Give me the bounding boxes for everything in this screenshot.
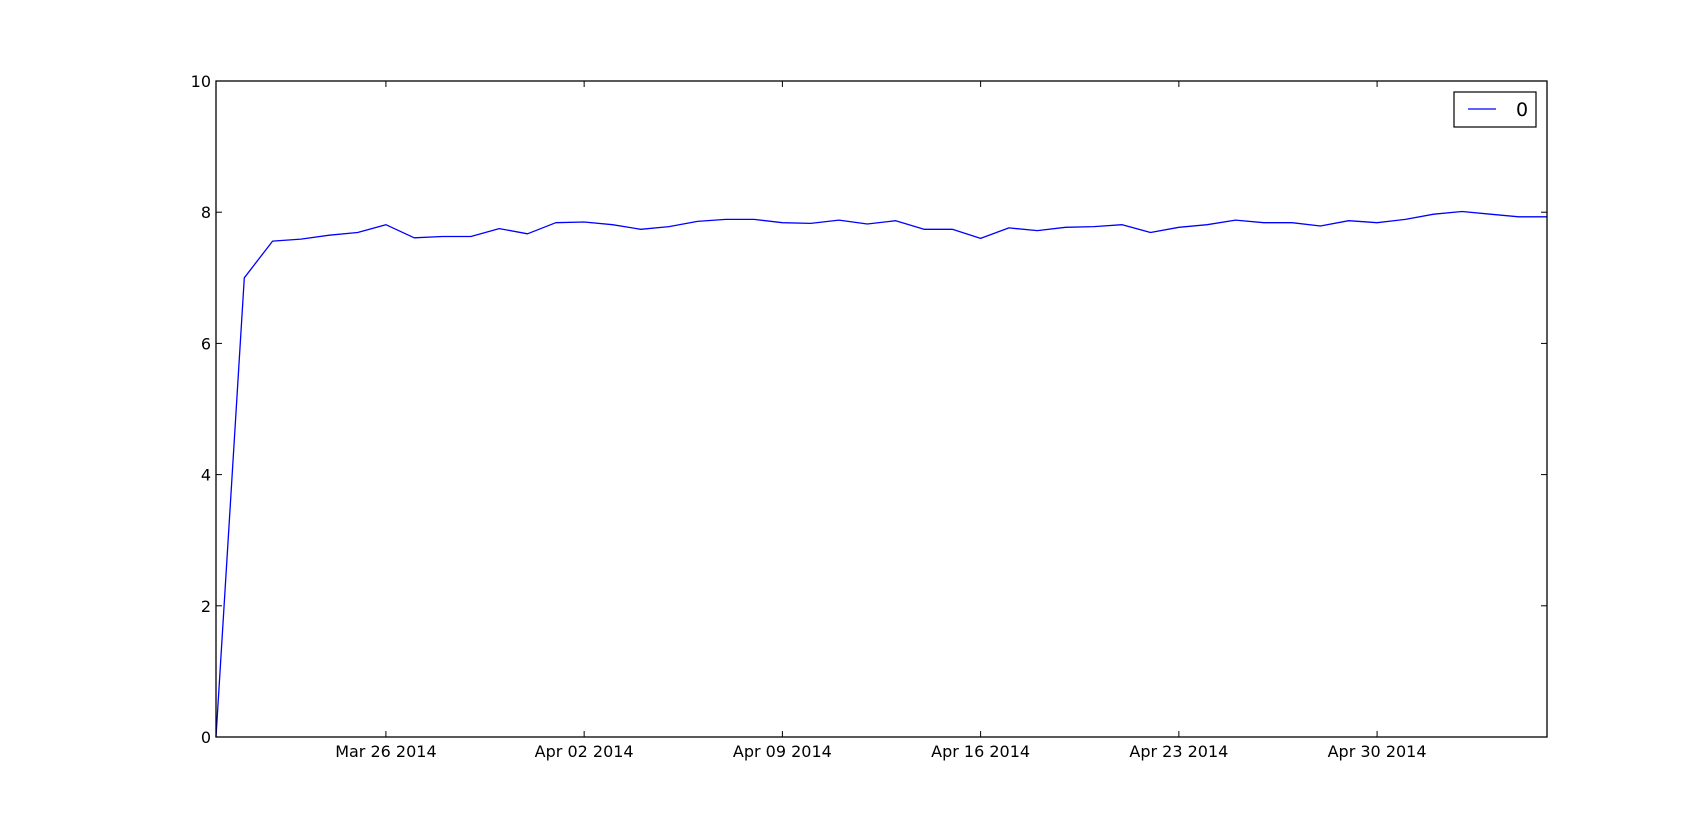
- y-tick-label: 2: [201, 597, 211, 616]
- y-tick-label: 6: [201, 334, 211, 353]
- legend: 0: [1453, 91, 1537, 128]
- x-tick-label: Apr 09 2014: [733, 742, 832, 761]
- y-tick-label: 8: [201, 203, 211, 222]
- x-tick-label: Apr 30 2014: [1328, 742, 1427, 761]
- x-tick-label: Apr 02 2014: [535, 742, 634, 761]
- plot-background: [216, 81, 1547, 737]
- x-tick-label: Mar 26 2014: [335, 742, 436, 761]
- plot-frame: [215, 80, 1548, 738]
- y-tick-labels: 0 2 4 6 8 10: [191, 72, 211, 747]
- legend-box: [1453, 91, 1537, 128]
- x-tick-label: Apr 16 2014: [931, 742, 1030, 761]
- y-tick-label: 4: [201, 466, 211, 485]
- x-tick-label: Apr 23 2014: [1129, 742, 1228, 761]
- y-tick-label: 10: [191, 72, 211, 91]
- series-line-0: [215, 210, 1547, 738]
- x-tick-labels: Mar 26 2014 Apr 02 2014 Apr 09 2014 Apr 16 …: [335, 742, 1426, 761]
- y-tick-label: 0: [201, 728, 211, 747]
- legend-label: 0: [1516, 99, 1528, 121]
